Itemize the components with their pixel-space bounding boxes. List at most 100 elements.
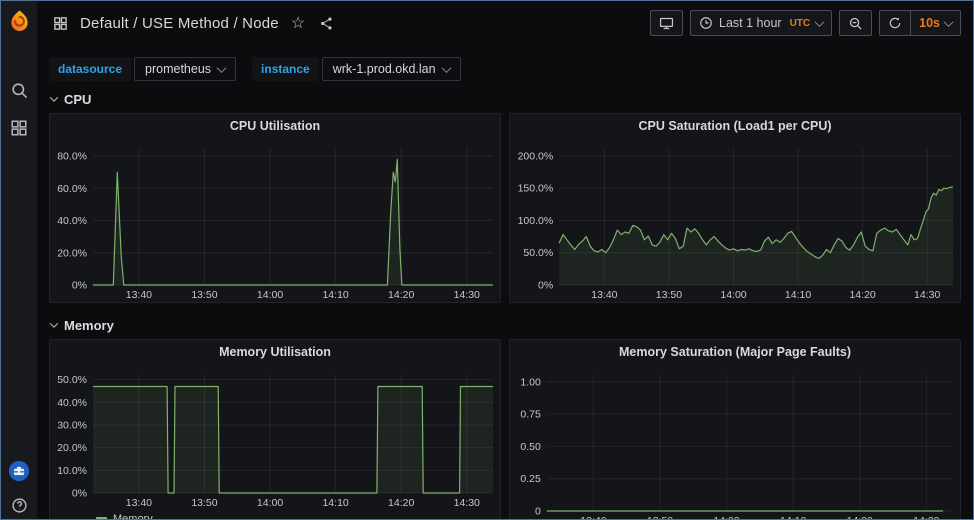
svg-text:10.0%: 10.0% [57, 465, 87, 477]
svg-text:0.50: 0.50 [520, 441, 541, 453]
refresh-button-group: 10s [879, 10, 961, 36]
svg-text:200.0%: 200.0% [518, 150, 554, 162]
variable-instance: instance wrk-1.prod.okd.lan [252, 57, 461, 81]
svg-text:30.0%: 30.0% [57, 420, 87, 432]
panel-title[interactable]: Memory Utilisation [50, 340, 500, 364]
svg-text:14:00: 14:00 [720, 289, 746, 301]
cycle-view-mode-button[interactable] [650, 10, 683, 36]
panel-cpu-saturation: CPU Saturation (Load1 per CPU) 13:40 13:5… [509, 113, 961, 303]
svg-text:14:10: 14:10 [785, 289, 811, 301]
svg-text:0%: 0% [72, 280, 87, 292]
zoom-out-button[interactable] [839, 10, 872, 36]
chevron-down-icon [217, 63, 227, 73]
chevron-down-icon [815, 17, 825, 27]
panel-title[interactable]: CPU Utilisation [50, 114, 500, 138]
refresh-icon [888, 16, 902, 30]
chevron-down-icon [441, 63, 451, 73]
svg-text:40.0%: 40.0% [57, 215, 87, 227]
top-nav: Default / USE Method / Node ☆ [37, 1, 973, 45]
svg-text:0: 0 [535, 506, 541, 518]
section-collapse-icon [50, 319, 58, 327]
svg-text:14:20: 14:20 [388, 497, 414, 509]
svg-text:14:30: 14:30 [454, 497, 480, 509]
svg-text:20.0%: 20.0% [57, 442, 87, 454]
section-cpu-title: CPU [64, 92, 91, 107]
dashboard-grid-icon [51, 14, 70, 33]
svg-text:100.0%: 100.0% [518, 215, 554, 227]
grafana-window: Default / USE Method / Node ☆ [0, 0, 974, 520]
panel-title[interactable]: Memory Saturation (Major Page Faults) [510, 340, 960, 364]
memory-panels-row: Memory Utilisation 13:4013:5014:0014:101… [49, 339, 961, 519]
user-avatar[interactable] [7, 459, 31, 483]
svg-text:14:10: 14:10 [780, 515, 806, 519]
svg-text:1.00: 1.00 [520, 376, 541, 388]
sidebar [1, 1, 37, 519]
svg-text:13:50: 13:50 [191, 497, 217, 509]
svg-text:14:30: 14:30 [454, 289, 480, 301]
svg-text:0.75: 0.75 [520, 409, 541, 421]
svg-text:0.25: 0.25 [520, 473, 541, 485]
section-cpu-header[interactable]: CPU [51, 89, 961, 109]
svg-text:14:00: 14:00 [257, 497, 283, 509]
breadcrumb[interactable]: Default / USE Method / Node [80, 15, 279, 32]
top-nav-right: Last 1 hour UTC [650, 10, 961, 36]
svg-text:60.0%: 60.0% [57, 183, 87, 195]
variable-datasource-value[interactable]: prometheus [134, 57, 236, 81]
svg-text:14:00: 14:00 [257, 289, 283, 301]
chart-cpu-utilisation[interactable]: 13:4013:5014:0014:1014:2014:300%20.0%40.… [50, 138, 501, 302]
refresh-interval-label: 10s [919, 16, 940, 30]
section-memory-header[interactable]: Memory [51, 315, 961, 335]
svg-text:0%: 0% [538, 280, 553, 292]
svg-text:14:10: 14:10 [322, 289, 348, 301]
svg-text:150.0%: 150.0% [518, 183, 554, 195]
svg-text:14:30: 14:30 [913, 515, 939, 519]
panel-cpu-utilisation: CPU Utilisation 13:4013:5014:0014:1014:2… [49, 113, 501, 303]
svg-text:13:40: 13:40 [580, 515, 606, 519]
svg-text:14:00: 14:00 [713, 515, 739, 519]
svg-text:14:10: 14:10 [322, 497, 348, 509]
panel-title[interactable]: CPU Saturation (Load1 per CPU) [510, 114, 960, 138]
section-collapse-icon [50, 93, 58, 101]
chart-cpu-saturation[interactable]: 13:4013:5014:0014:1014:2014:300%50.0%100… [510, 138, 961, 302]
help-icon[interactable] [7, 493, 31, 517]
breadcrumb-group: Default / USE Method / Node ☆ [51, 11, 336, 35]
dashboards-icon[interactable] [7, 116, 31, 140]
clock-icon [699, 16, 713, 30]
svg-text:13:40: 13:40 [126, 497, 152, 509]
chevron-down-icon [944, 17, 954, 27]
svg-text:20.0%: 20.0% [57, 247, 87, 259]
svg-text:40.0%: 40.0% [57, 397, 87, 409]
dashboard-body: CPU CPU Utilisation 13:40 13:50 14:00 14:10… [37, 89, 973, 519]
chart-memory-saturation[interactable]: 13:40 13:50 14:00 14:10 14:20 14:30 0 0.25 0.50 0… [510, 364, 961, 519]
timezone-label: UTC [790, 18, 811, 29]
svg-text:13:50: 13:50 [656, 289, 682, 301]
variable-datasource: datasource prometheus [49, 57, 236, 81]
svg-text:50.0%: 50.0% [523, 247, 553, 259]
main-area: Default / USE Method / Node ☆ [37, 1, 973, 519]
section-memory-title: Memory [64, 318, 114, 333]
svg-text:14:20: 14:20 [849, 289, 875, 301]
time-range-picker[interactable]: Last 1 hour UTC [690, 10, 832, 36]
grafana-logo[interactable] [7, 8, 31, 32]
variable-instance-text: wrk-1.prod.okd.lan [333, 62, 436, 76]
share-icon[interactable] [317, 14, 336, 33]
svg-text:13:40: 13:40 [591, 289, 617, 301]
svg-text:50.0%: 50.0% [57, 374, 87, 386]
svg-text:14:20: 14:20 [388, 289, 414, 301]
time-range-label: Last 1 hour [719, 16, 782, 30]
cpu-panels-row: CPU Utilisation 13:40 13:50 14:00 14:10 14:2… [49, 113, 961, 303]
svg-text:13:50: 13:50 [647, 515, 673, 519]
chart-memory-utilisation[interactable]: 13:40 13:50 14:00 14:10 14:20 14:30 0% 10.0% 20.… [50, 364, 501, 510]
svg-text:80.0%: 80.0% [57, 151, 87, 163]
variable-instance-value[interactable]: wrk-1.prod.okd.lan [322, 57, 461, 81]
variable-datasource-label: datasource [49, 57, 131, 81]
search-icon[interactable] [7, 78, 31, 102]
svg-text:14:20: 14:20 [847, 515, 873, 519]
refresh-button[interactable] [880, 11, 910, 35]
star-icon[interactable]: ☆ [289, 11, 307, 35]
variable-instance-label: instance [252, 57, 319, 81]
refresh-interval-picker[interactable]: 10s [910, 11, 960, 35]
legend-label[interactable]: Memory [113, 513, 153, 519]
chart-legend: Memory [50, 510, 500, 519]
svg-text:0%: 0% [72, 488, 87, 500]
